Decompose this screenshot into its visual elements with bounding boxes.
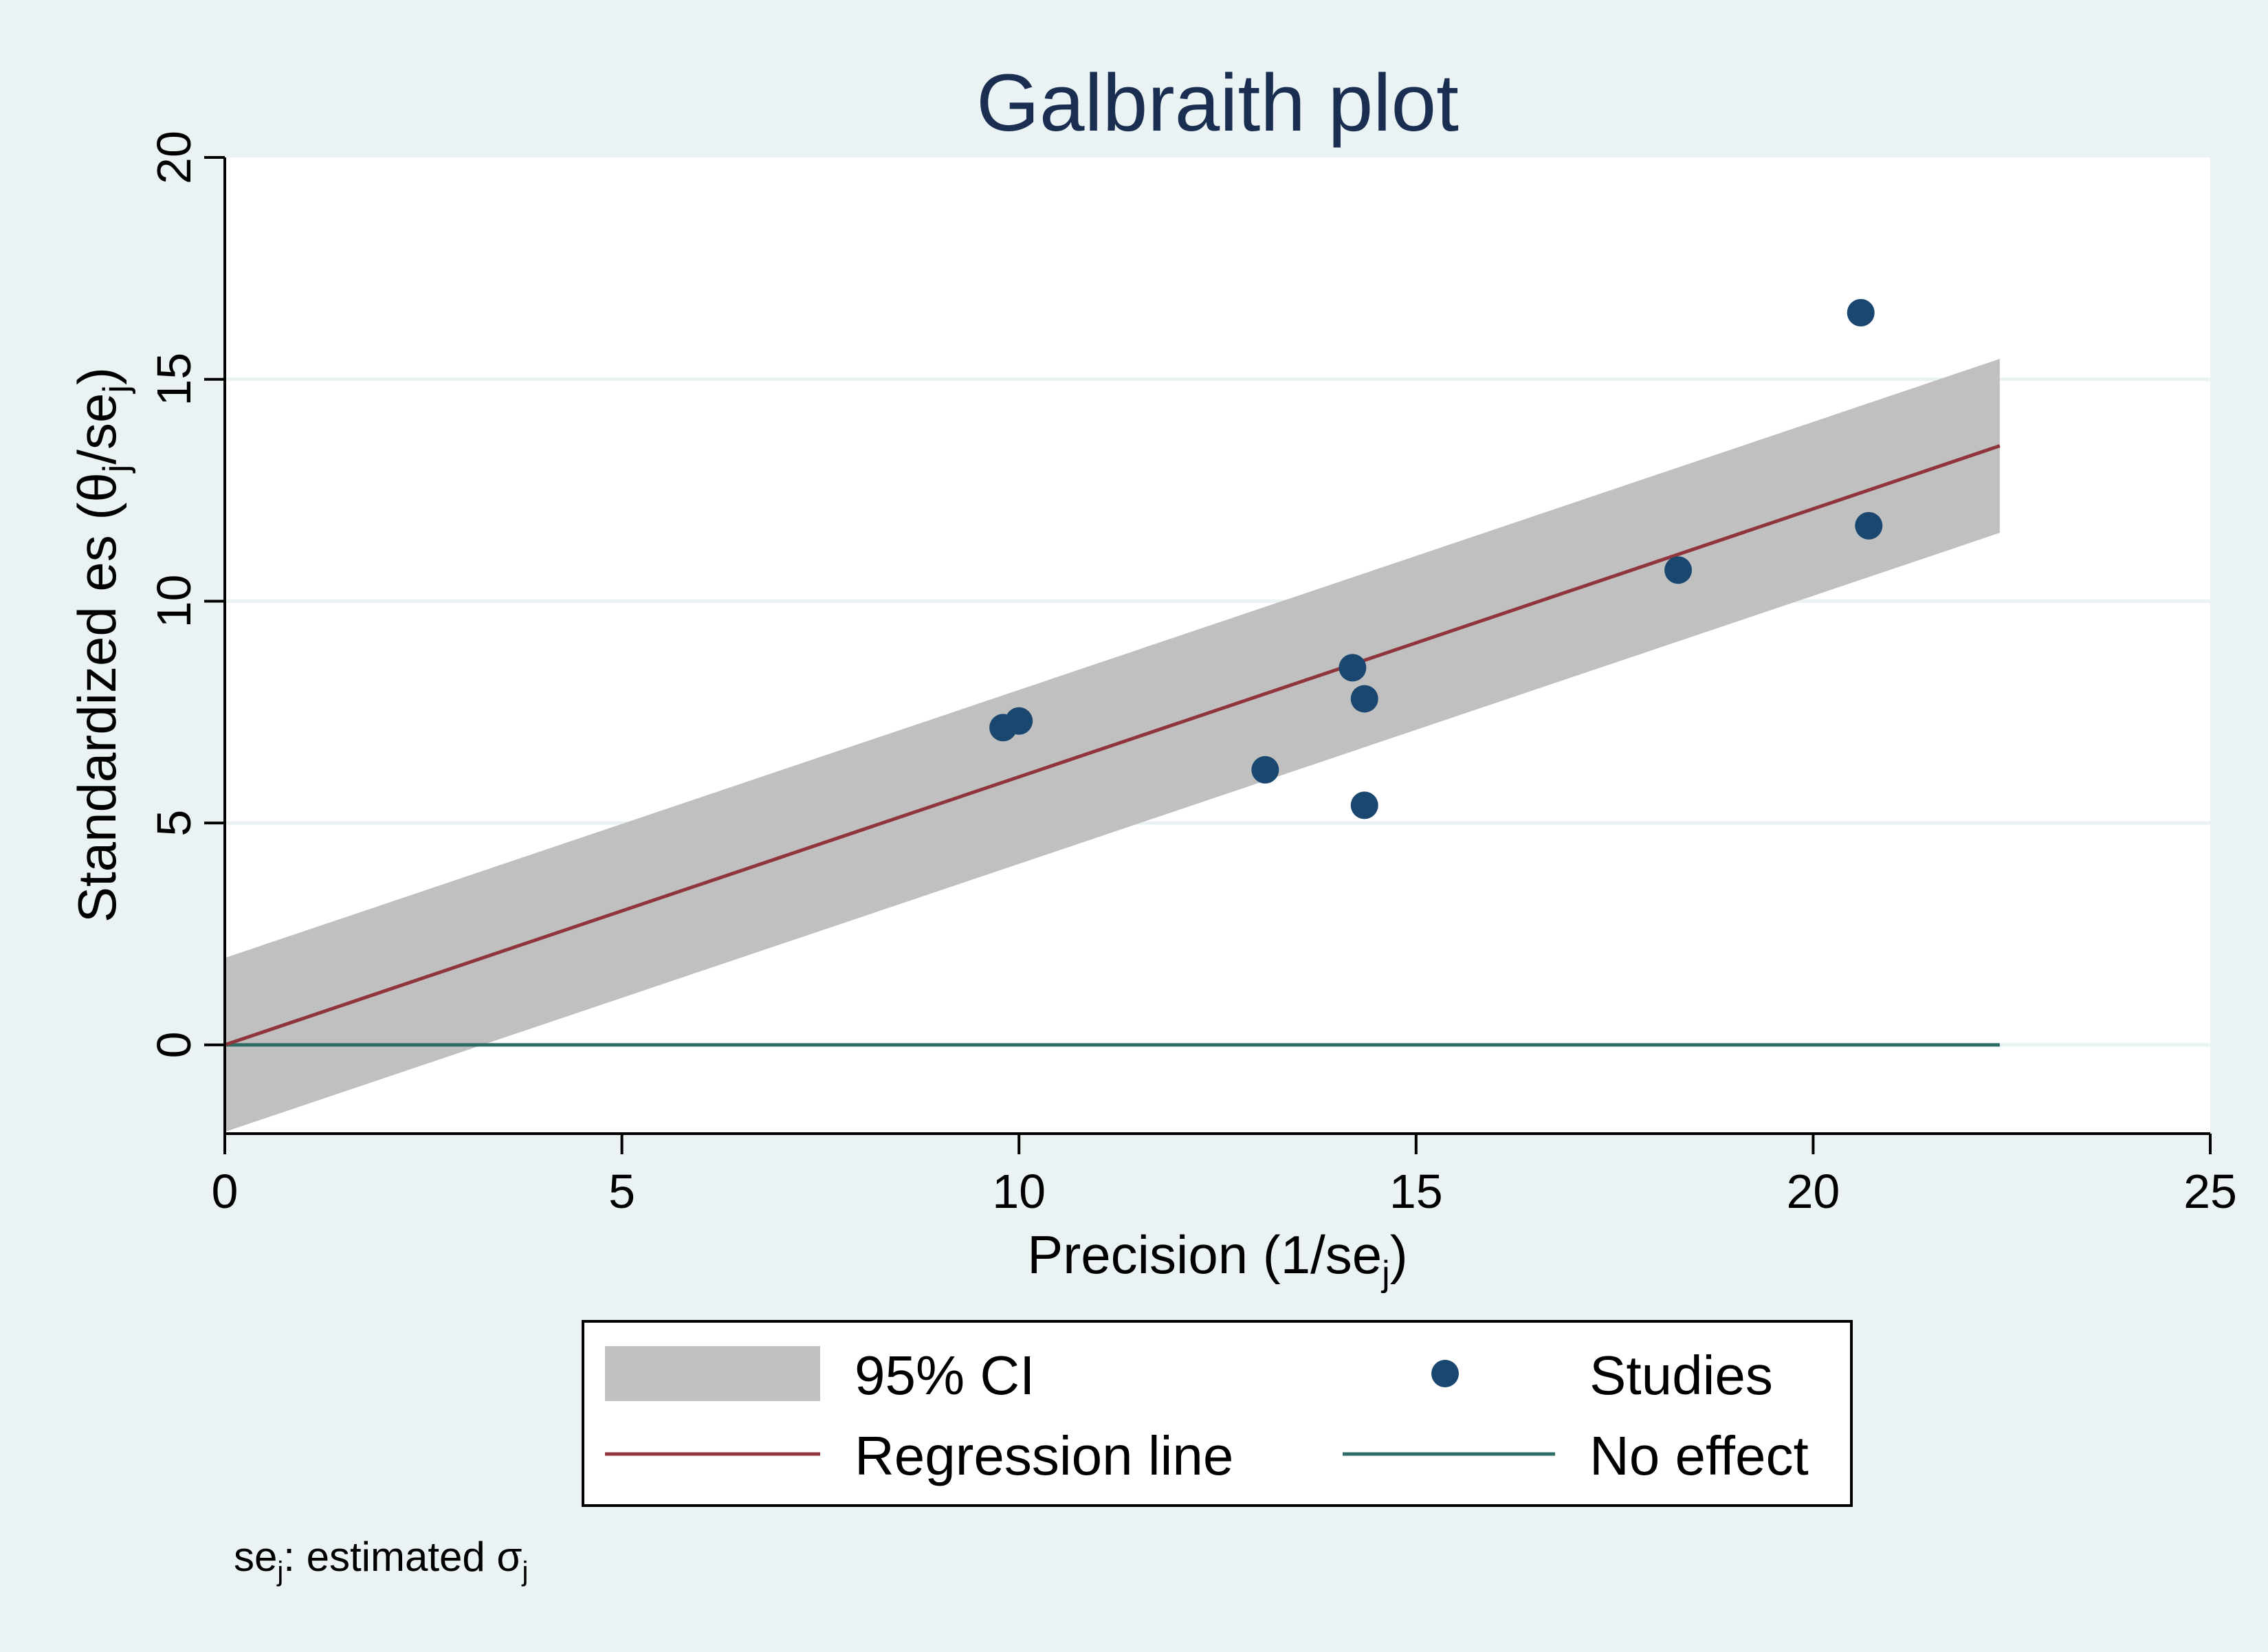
y-tick-label: 10 bbox=[147, 575, 201, 628]
legend-studies-label: Studies bbox=[1589, 1345, 1773, 1406]
x-tick-label: 10 bbox=[992, 1165, 1046, 1218]
study-point bbox=[1350, 791, 1378, 819]
study-point bbox=[1350, 685, 1378, 713]
study-point bbox=[1005, 707, 1033, 735]
study-point bbox=[1339, 654, 1367, 682]
study-point bbox=[1664, 556, 1693, 584]
y-tick-label: 20 bbox=[147, 131, 201, 184]
legend-studies-marker bbox=[1431, 1360, 1459, 1387]
regression-line bbox=[224, 444, 2001, 1047]
study-point bbox=[1251, 756, 1279, 784]
chart-title: Galbraith plot bbox=[976, 58, 1459, 148]
x-axis-title: Precision (1/sej) bbox=[1027, 1224, 1407, 1294]
y-tick-label: 0 bbox=[147, 1031, 201, 1058]
y-tick-label: 5 bbox=[147, 810, 201, 837]
x-tick-label: 0 bbox=[212, 1165, 239, 1218]
study-point bbox=[1855, 511, 1883, 540]
x-tick-label: 15 bbox=[1389, 1165, 1443, 1218]
legend-regression-label: Regression line bbox=[855, 1425, 1233, 1486]
legend-no-effect-label: No effect bbox=[1589, 1425, 1809, 1486]
study-point bbox=[1847, 298, 1875, 327]
y-axis-title: Standardized es (θj/sej) bbox=[67, 367, 136, 923]
lines-layer bbox=[224, 444, 2001, 1047]
x-tick-label: 25 bbox=[2183, 1165, 2237, 1218]
axes: 0 5 10 15 20 25 0 5 10 15 20 bbox=[147, 131, 2237, 1218]
x-tick-label: 5 bbox=[608, 1165, 635, 1218]
studies-layer bbox=[989, 298, 1883, 819]
x-tick-label: 20 bbox=[1786, 1165, 1840, 1218]
footnote: sej: estimated σj bbox=[234, 1534, 528, 1587]
legend-ci-label: 95% CI bbox=[855, 1345, 1035, 1406]
legend: 95% CI Studies Regression line No effect bbox=[582, 1320, 1853, 1507]
legend-ci-swatch bbox=[605, 1346, 820, 1401]
y-tick-label: 15 bbox=[147, 353, 201, 406]
